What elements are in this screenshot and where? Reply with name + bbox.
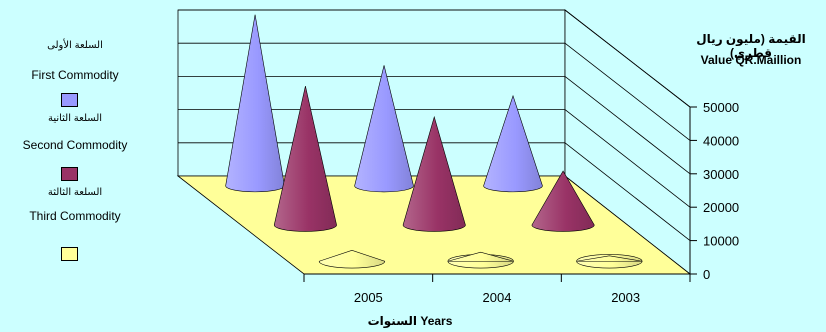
y-tick-label: 50000	[703, 100, 739, 115]
x-tick-label: 2004	[483, 290, 512, 305]
y-tick-label: 30000	[703, 167, 739, 182]
cone-tip	[447, 251, 514, 262]
legend-item-2-label: Second Commodity	[22, 138, 128, 152]
y-tick-label: 0	[703, 267, 710, 282]
x-tick-labels: 2005 2004 2003	[354, 290, 640, 305]
gridline	[564, 142, 691, 241]
x-tick-label: 2003	[611, 290, 640, 305]
legend-item-3-arabic: السلعة الثالثة	[47, 187, 103, 198]
axes	[303, 106, 697, 282]
gridline	[564, 109, 691, 208]
cone	[531, 170, 595, 232]
cone-body	[273, 85, 337, 232]
gridline	[564, 9, 691, 108]
y-tick-label: 20000	[703, 200, 739, 215]
cone	[273, 85, 337, 232]
cone	[354, 65, 414, 193]
gridline	[564, 76, 691, 175]
y-tick-label: 40000	[703, 133, 739, 148]
legend-item-1-arabic: السلعة الأولى	[47, 40, 103, 51]
cone-body	[402, 115, 466, 232]
x-axis-title: السنوات Years	[367, 314, 453, 328]
legend-swatch-third-commodity	[61, 247, 78, 261]
cone-body	[531, 170, 595, 232]
cone	[483, 94, 543, 193]
cone	[576, 254, 643, 269]
legend-item-2-arabic: السلعة الثانية	[47, 113, 103, 124]
y-tick-labels: 0 10000 20000 30000 40000 50000	[703, 100, 739, 282]
legend-swatch-second-commodity	[61, 167, 78, 181]
legend: السلعة الأولى First Commodity السلعة الث…	[0, 0, 150, 332]
legend-item-3-label: Third Commodity	[29, 209, 121, 223]
cone	[402, 115, 466, 232]
cone-tip	[576, 255, 643, 262]
legend-item-1-label: First Commodity	[31, 68, 119, 82]
cone	[447, 251, 514, 269]
y-axis-title-arabic: القيمة (مليون ريال قطري)	[696, 32, 806, 60]
y-axis-title-english: Value QR.Maillion	[700, 53, 802, 67]
y-tick-label: 10000	[703, 234, 739, 249]
cones	[225, 14, 643, 269]
cone-body	[483, 94, 543, 193]
cone-body	[318, 250, 386, 269]
cone-body	[354, 65, 414, 193]
legend-swatch-first-commodity	[61, 93, 78, 107]
x-tick-label: 2005	[354, 290, 383, 305]
gridline	[564, 42, 691, 141]
cone	[318, 250, 386, 269]
